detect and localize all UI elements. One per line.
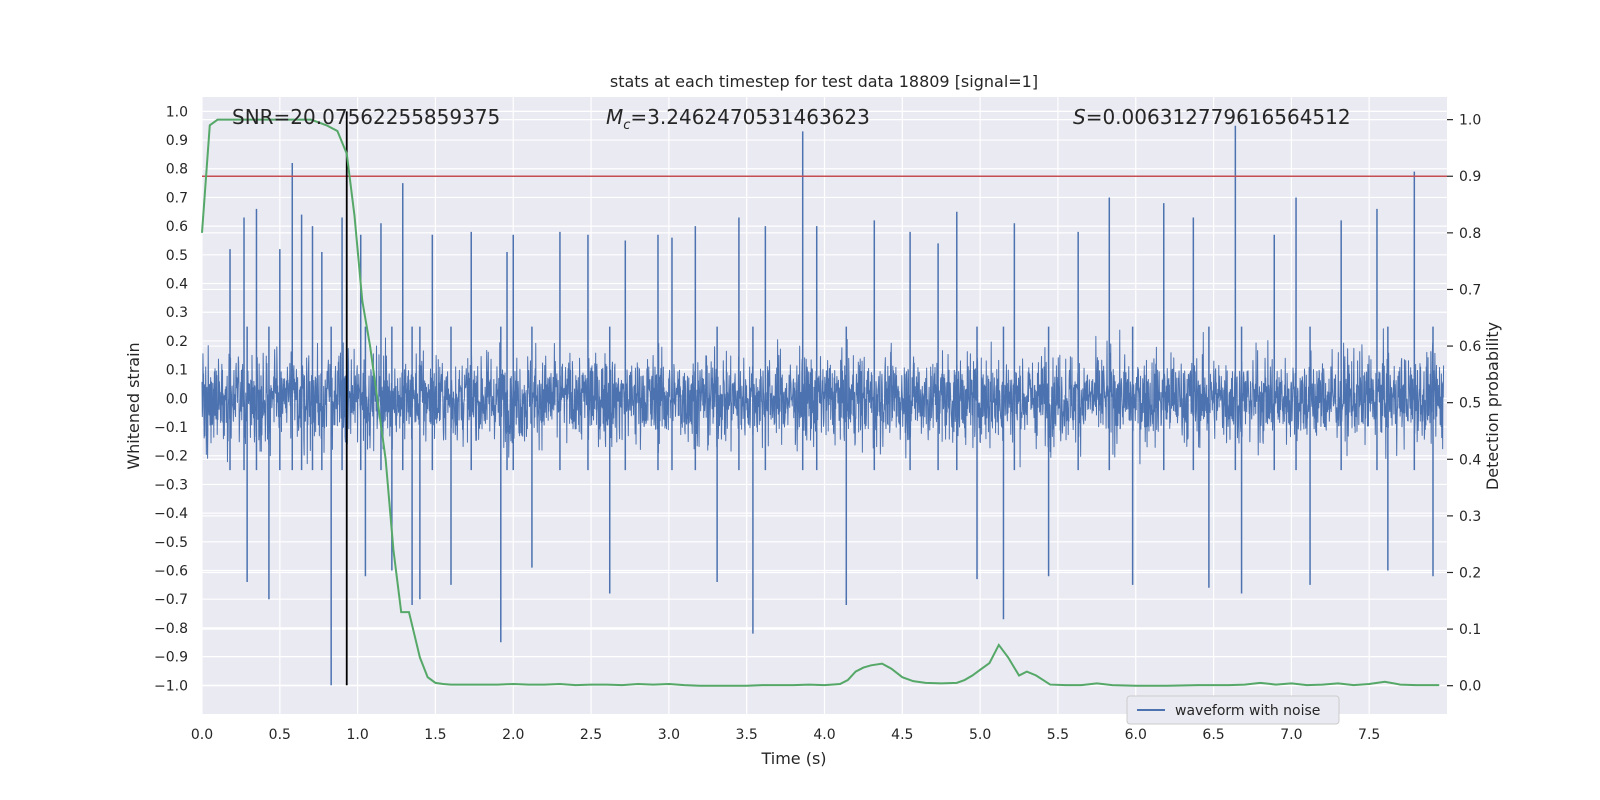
y-right-tick-label: 0.4 <box>1459 452 1481 468</box>
snr-annotation: SNR=20.07562255859375 <box>232 105 500 129</box>
x-tick-label: 7.5 <box>1358 727 1380 743</box>
y-left-tick-label: 0.6 <box>166 219 188 235</box>
y-left-tick-label: 0.8 <box>166 162 188 178</box>
y-left-tick-label: −1.0 <box>154 678 188 694</box>
s-value: =0.006312779616564512 <box>1086 105 1351 129</box>
y-axis-left-label: Whitened strain <box>124 342 143 469</box>
y-left-tick-label: 0.5 <box>166 248 188 264</box>
chirp-mass-symbol: M <box>606 105 623 129</box>
y-right-tick-label: 0.5 <box>1459 396 1481 412</box>
x-tick-label: 2.5 <box>580 727 602 743</box>
y-axis-right-ticks: 1.0 0.9 0.8 0.7 0.6 0.5 0.4 0.3 0.2 0.1 0.0 <box>1447 113 1481 695</box>
y-left-tick-label: 0.7 <box>166 190 188 206</box>
y-left-tick-label: −0.5 <box>154 535 188 551</box>
y-left-tick-label: 0.1 <box>166 363 188 379</box>
x-tick-label: 6.5 <box>1202 727 1224 743</box>
x-tick-label: 3.0 <box>658 727 680 743</box>
y-axis-right-label: Detection probability <box>1483 322 1502 490</box>
x-tick-label: 4.5 <box>891 727 913 743</box>
y-left-tick-label: 0.0 <box>166 391 188 407</box>
y-right-tick-label: 0.2 <box>1459 565 1481 581</box>
s-annotation: S=0.006312779616564512 <box>1073 105 1351 129</box>
x-axis-label: Time (s) <box>760 749 826 768</box>
y-left-tick-label: −0.2 <box>154 449 188 465</box>
x-tick-label: 0.5 <box>269 727 291 743</box>
waveform-series <box>201 125 1445 686</box>
s-symbol: S <box>1073 105 1086 129</box>
y-left-tick-label: −0.3 <box>154 477 188 493</box>
chirp-mass-annotation: Mc=3.2462470531463623 <box>606 105 870 133</box>
x-tick-label: 3.5 <box>736 727 758 743</box>
y-left-tick-label: 0.4 <box>166 277 188 293</box>
x-tick-label: 5.0 <box>969 727 991 743</box>
y-right-tick-label: 1.0 <box>1459 113 1481 129</box>
y-right-tick-label: 0.7 <box>1459 282 1481 298</box>
y-left-tick-label: −0.7 <box>154 592 188 608</box>
chirp-mass-value: =3.2462470531463623 <box>630 105 869 129</box>
y-right-tick-label: 0.8 <box>1459 226 1481 242</box>
x-tick-label: 2.0 <box>502 727 524 743</box>
legend-label-waveform: waveform with noise <box>1175 703 1320 719</box>
y-right-tick-label: 0.1 <box>1459 622 1481 638</box>
legend-box <box>1126 695 1340 725</box>
y-left-tick-label: 0.3 <box>166 305 188 321</box>
y-right-tick-label: 0.6 <box>1459 339 1481 355</box>
legend: waveform with noise <box>1126 695 1340 725</box>
chart-title: stats at each timestep for test data 188… <box>610 72 1038 91</box>
x-axis-ticks: 0.0 0.5 1.0 1.5 2.0 2.5 3.0 3.5 4.0 4.5 5.0 5.5 6.0 6… <box>191 727 1380 743</box>
x-tick-label: 1.0 <box>346 727 368 743</box>
y-right-tick-label: 0.0 <box>1459 679 1481 695</box>
x-tick-label: 4.0 <box>813 727 835 743</box>
y-right-tick-label: 0.9 <box>1459 169 1481 185</box>
detection-probability-series <box>201 118 1440 687</box>
chirp-mass-subscript: c <box>623 118 630 133</box>
y-left-tick-label: 0.2 <box>166 334 188 350</box>
x-tick-label: 1.5 <box>424 727 446 743</box>
y-left-tick-label: −0.8 <box>154 621 188 637</box>
y-left-tick-label: −0.6 <box>154 564 188 580</box>
x-tick-label: 6.0 <box>1125 727 1147 743</box>
waveform-line <box>201 328 1445 468</box>
y-left-tick-label: −0.4 <box>154 506 188 522</box>
probability-line <box>201 118 1440 687</box>
x-tick-label: 7.0 <box>1280 727 1302 743</box>
y-left-tick-label: 0.9 <box>166 133 188 149</box>
y-left-tick-label: −0.1 <box>154 420 188 436</box>
y-axis-left-ticks: 1.0 0.9 0.8 0.7 0.6 0.5 0.4 0.3 0.2 0.1 0.0 −0.1 −0.… <box>154 104 188 694</box>
x-tick-label: 0.0 <box>191 727 213 743</box>
y-right-tick-label: 0.3 <box>1459 509 1481 525</box>
y-left-tick-label: 1.0 <box>166 104 188 120</box>
x-tick-label: 5.5 <box>1047 727 1069 743</box>
y-left-tick-label: −0.9 <box>154 650 188 666</box>
